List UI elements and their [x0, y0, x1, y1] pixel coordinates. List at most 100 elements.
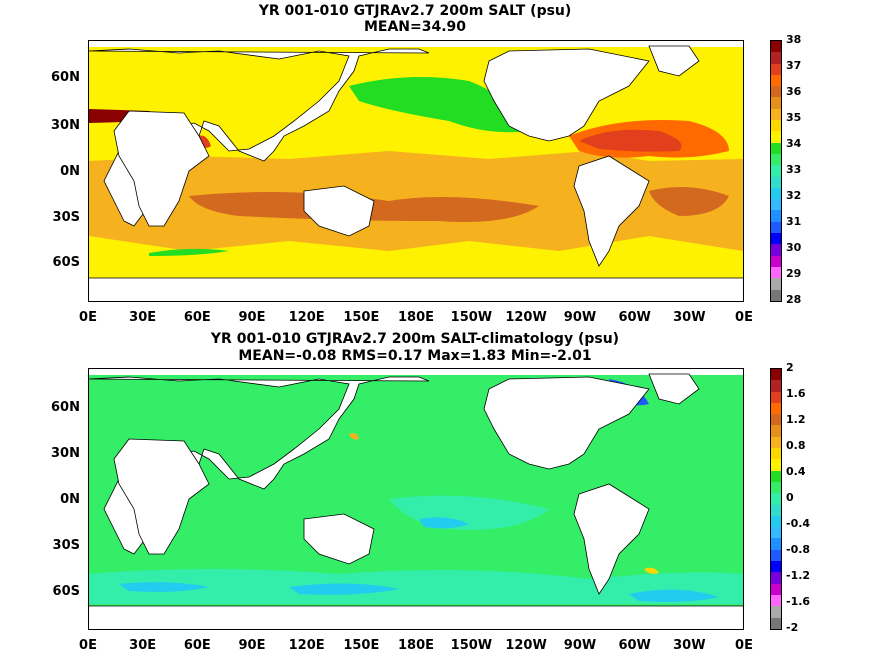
top-colorbar-swatch — [771, 176, 781, 188]
bottom-lon-label-2: 60E — [183, 638, 211, 653]
top-lon-label-1: 30E — [129, 310, 157, 325]
top-colorbar-swatch — [771, 187, 781, 200]
bottom-colorbar-label-3: 0.8 — [786, 439, 806, 452]
bottom-colorbar-swatch — [771, 594, 781, 607]
top-title-line1: YR 001-010 GTJRAv2.7 200m SALT (psu) — [258, 3, 572, 19]
top-colorbar-swatch — [771, 41, 781, 53]
top-colorbar-swatch — [771, 165, 781, 177]
bottom-lon-label-8: 120W — [505, 638, 547, 653]
bottom-colorbar-swatch — [771, 561, 781, 573]
bottom-colorbar-label-1: 1.6 — [786, 387, 806, 400]
top-colorbar-label-8: 30 — [786, 241, 802, 254]
top-colorbar-swatch — [771, 289, 781, 301]
bottom-lat-label-1: 30N — [51, 446, 80, 461]
top-colorbar-swatch — [771, 97, 781, 109]
bottom-colorbar-swatch — [771, 459, 781, 471]
top-colorbar-label-3: 35 — [786, 111, 802, 124]
bottom-lon-label-6: 180E — [397, 638, 435, 653]
top-colorbar-label-6: 32 — [786, 189, 802, 202]
bottom-colorbar-label-0: 2 — [786, 361, 794, 374]
bottom-title-line2: MEAN=-0.08 RMS=0.17 Max=1.83 Min=-2.01 — [238, 348, 592, 364]
top-colorbar-swatch — [771, 153, 781, 166]
top-colorbar-swatch — [771, 142, 781, 154]
bottom-lat-label-4: 60S — [52, 584, 80, 599]
top-lat-label-2: 0N — [60, 164, 80, 179]
top-lat-label-1: 30N — [51, 118, 80, 133]
top-colorbar-swatch — [771, 52, 781, 64]
top-title-line2: MEAN=34.90 — [363, 19, 467, 35]
top-colorbar-swatch — [771, 199, 781, 211]
bottom-colorbar-swatch — [771, 515, 781, 528]
bottom-colorbar — [770, 368, 782, 630]
top-colorbar-swatch — [771, 120, 781, 132]
top-colorbar-swatch — [771, 131, 781, 143]
top-lon-label-4: 120E — [288, 310, 325, 325]
bottom-colorbar-swatch — [771, 527, 781, 539]
top-colorbar-swatch — [771, 278, 781, 290]
top-lon-label-2: 60E — [183, 310, 211, 325]
top-colorbar-swatch — [771, 255, 781, 267]
top-salinity-field — [89, 41, 743, 301]
bottom-lon-label-12: 0E — [735, 638, 753, 653]
top-lon-label-3: 90E — [238, 310, 266, 325]
top-colorbar-label-9: 29 — [786, 267, 802, 280]
bottom-lon-label-9: 90W — [563, 638, 597, 653]
top-colorbar-swatch — [771, 86, 781, 98]
bottom-colorbar-swatch — [771, 549, 781, 562]
top-lat-label-3: 30S — [52, 210, 80, 225]
top-colorbar — [770, 40, 782, 302]
top-colorbar-label-10: 28 — [786, 293, 802, 306]
top-salinity-map — [88, 40, 744, 302]
bottom-colorbar-swatch — [771, 493, 781, 505]
bottom-colorbar-label-8: -1.2 — [786, 569, 811, 582]
bottom-lon-label-7: 150W — [450, 638, 493, 653]
bottom-colorbar-swatch — [771, 380, 781, 392]
bottom-colorbar-label-5: 0 — [786, 491, 794, 504]
top-lon-label-12: 0E — [735, 310, 753, 325]
bottom-colorbar-swatch — [771, 414, 781, 426]
bottom-colorbar-swatch — [771, 617, 781, 629]
top-colorbar-label-5: 33 — [786, 163, 802, 176]
top-colorbar-label-2: 36 — [786, 85, 802, 98]
top-colorbar-swatch — [771, 108, 781, 121]
bottom-colorbar-swatch — [771, 606, 781, 618]
bottom-anomaly-field — [89, 369, 743, 629]
bottom-colorbar-swatch — [771, 425, 781, 437]
bottom-colorbar-swatch — [771, 448, 781, 460]
bottom-lon-label-4: 120E — [288, 638, 325, 653]
bottom-colorbar-swatch — [771, 470, 781, 482]
bottom-lon-label-1: 30E — [129, 638, 157, 653]
top-lat-label-4: 60S — [52, 255, 80, 270]
bottom-colorbar-label-9: -1.6 — [786, 595, 811, 608]
top-colorbar-label-7: 31 — [786, 215, 802, 228]
bottom-anomaly-map — [88, 368, 744, 630]
bottom-colorbar-label-6: -0.4 — [786, 517, 811, 530]
bottom-colorbar-swatch — [771, 391, 781, 403]
top-colorbar-label-0: 38 — [786, 33, 802, 46]
bottom-colorbar-swatch — [771, 436, 781, 449]
bottom-colorbar-swatch — [771, 583, 781, 595]
top-colorbar-label-1: 37 — [786, 59, 802, 72]
bottom-lon-label-0: 0E — [79, 638, 97, 653]
bottom-colorbar-swatch — [771, 481, 781, 494]
bottom-lon-label-10: 60W — [618, 638, 651, 653]
bottom-lat-label-2: 0N — [60, 492, 80, 507]
top-colorbar-swatch — [771, 63, 781, 75]
top-colorbar-label-4: 34 — [786, 137, 802, 150]
top-colorbar-swatch — [771, 221, 781, 234]
top-lat-label-0: 60N — [51, 70, 80, 85]
bottom-title-line1: YR 001-010 GTJRAv2.7 200m SALT-climatolo… — [210, 331, 620, 347]
top-colorbar-swatch — [771, 210, 781, 222]
top-lon-label-5: 150E — [343, 310, 380, 325]
top-colorbar-swatch — [771, 233, 781, 245]
bottom-colorbar-swatch — [771, 538, 781, 550]
top-lon-label-10: 60W — [618, 310, 651, 325]
top-lon-label-11: 30W — [673, 310, 706, 325]
top-lon-label-7: 150W — [450, 310, 493, 325]
bottom-colorbar-label-7: -0.8 — [786, 543, 811, 556]
top-lon-label-0: 0E — [79, 310, 97, 325]
top-lon-label-9: 90W — [563, 310, 597, 325]
bottom-colorbar-swatch — [771, 369, 781, 381]
top-colorbar-swatch — [771, 244, 781, 256]
bottom-colorbar-label-10: -2 — [786, 621, 799, 634]
